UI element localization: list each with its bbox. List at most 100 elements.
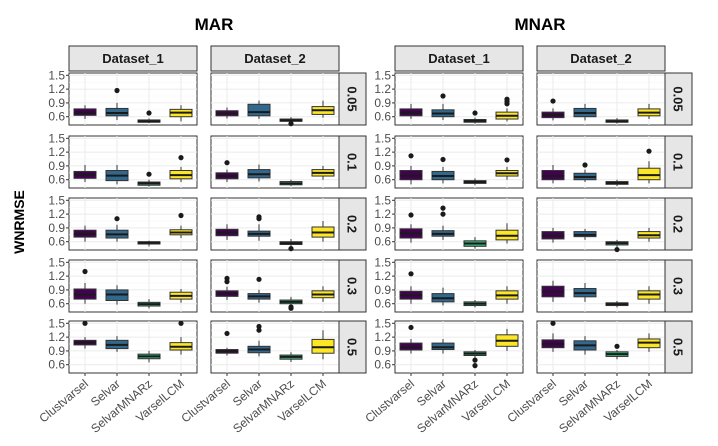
box-varsellcm [637, 103, 661, 120]
box-selvarmnarz [463, 110, 487, 124]
y-tick-label: 0.6 [374, 235, 391, 249]
box-clustvarsel [541, 164, 565, 184]
y-tick-label: 0.9 [374, 283, 391, 297]
dataset-strip [536, 45, 666, 72]
box-selvarmnarz [279, 117, 303, 127]
box-selvar [431, 287, 455, 306]
box-selvarmnarz [137, 299, 161, 309]
box-varsellcm [169, 288, 193, 303]
box-varsellcm [637, 286, 661, 304]
y-tick-label: 1.5 [48, 68, 65, 82]
outlier-point [408, 153, 414, 159]
box-clustvarsel [73, 320, 97, 349]
box-selvarmnarz [279, 352, 303, 362]
row-strip-label: 0.5 [345, 338, 360, 356]
y-tick-label: 0.9 [48, 344, 65, 358]
box-body [637, 167, 661, 181]
outlier-point [472, 363, 478, 369]
outlier-point [114, 87, 120, 94]
outlier-point [646, 148, 652, 154]
box-selvar [431, 156, 455, 184]
row-strip [664, 72, 693, 126]
box-varsellcm [495, 96, 519, 122]
y-tick-label: 0.9 [374, 159, 391, 173]
outlier-point [146, 110, 152, 116]
outlier-point [178, 155, 184, 161]
box-clustvarsel [399, 324, 423, 354]
panel [536, 72, 666, 126]
box-clustvarsel [215, 330, 239, 356]
box-clustvarsel [399, 271, 423, 304]
y-tick-label: 1.5 [48, 316, 65, 330]
panel [210, 320, 340, 376]
row-strip [664, 135, 693, 189]
panel [394, 72, 524, 126]
dataset-strip-label: Dataset_2 [244, 51, 305, 66]
outlier-point [408, 271, 414, 277]
y-tick-label: 1.5 [48, 255, 65, 269]
box-clustvarsel [541, 280, 565, 302]
y-tick-label: 0.6 [374, 173, 391, 187]
box-selvar [573, 336, 597, 355]
box-selvar [247, 323, 271, 357]
x-tick-label: Clustvarsel [362, 377, 416, 426]
box-selvar [105, 164, 129, 185]
outlier-point [256, 276, 262, 282]
y-tick-label: 0.6 [374, 358, 391, 372]
box-clustvarsel [73, 268, 97, 304]
y-tick-label: 0.6 [48, 358, 65, 372]
y-axis-title: WNRMSE [11, 190, 27, 254]
row-strip [664, 197, 693, 251]
box-selvarmnarz [137, 110, 161, 124]
row-strip [338, 72, 367, 126]
y-tick-label: 1.2 [48, 269, 65, 283]
y-tick-label: 0.9 [48, 283, 65, 297]
outlier-point [114, 216, 120, 222]
row-strip [338, 320, 367, 374]
row-strip-label: 0.3 [345, 277, 360, 295]
row-strip [338, 197, 367, 251]
mechanism-title: MAR [195, 15, 234, 34]
panel [394, 135, 524, 189]
box-selvar [573, 103, 597, 121]
outlier-point [582, 162, 588, 168]
box-selvarmnarz [605, 179, 629, 187]
row-strip [338, 259, 367, 313]
y-tick-label: 1.5 [374, 316, 391, 330]
y-tick-label: 1.5 [48, 131, 65, 145]
box-selvar [573, 162, 597, 183]
y-tick-label: 0.6 [374, 297, 391, 311]
box-clustvarsel [215, 160, 239, 183]
y-tick-label: 1.2 [374, 269, 391, 283]
y-tick-label: 1.2 [374, 330, 391, 344]
x-tick-label: Clustvarsel [504, 377, 558, 426]
box-selvar [105, 285, 129, 305]
outlier-point [288, 121, 294, 127]
box-selvar [573, 228, 597, 240]
outlier-point [440, 93, 446, 99]
outlier-point [256, 323, 262, 330]
dataset-strip-label: Dataset_2 [570, 51, 631, 66]
x-tick-label: Clustvarsel [36, 377, 90, 426]
box-varsellcm [311, 221, 335, 242]
dataset-strip-label: Dataset_1 [428, 51, 489, 66]
panel [68, 259, 198, 313]
y-tick-label: 0.9 [48, 221, 65, 235]
box-varsellcm [637, 227, 661, 242]
y-tick-label: 1.2 [374, 145, 391, 159]
box-clustvarsel [541, 227, 565, 243]
panel [536, 135, 666, 189]
outlier-point [504, 96, 510, 102]
y-tick-label: 1.5 [374, 255, 391, 269]
box-selvar [247, 214, 271, 241]
outlier-point [614, 246, 620, 253]
box-selvar [105, 336, 129, 352]
box-body [247, 103, 271, 117]
box-selvar [105, 87, 129, 120]
panel [68, 320, 198, 376]
box-selvar [431, 338, 455, 354]
panel [536, 259, 666, 313]
box-selvarmnarz [463, 178, 487, 186]
outlier-point [256, 214, 262, 220]
